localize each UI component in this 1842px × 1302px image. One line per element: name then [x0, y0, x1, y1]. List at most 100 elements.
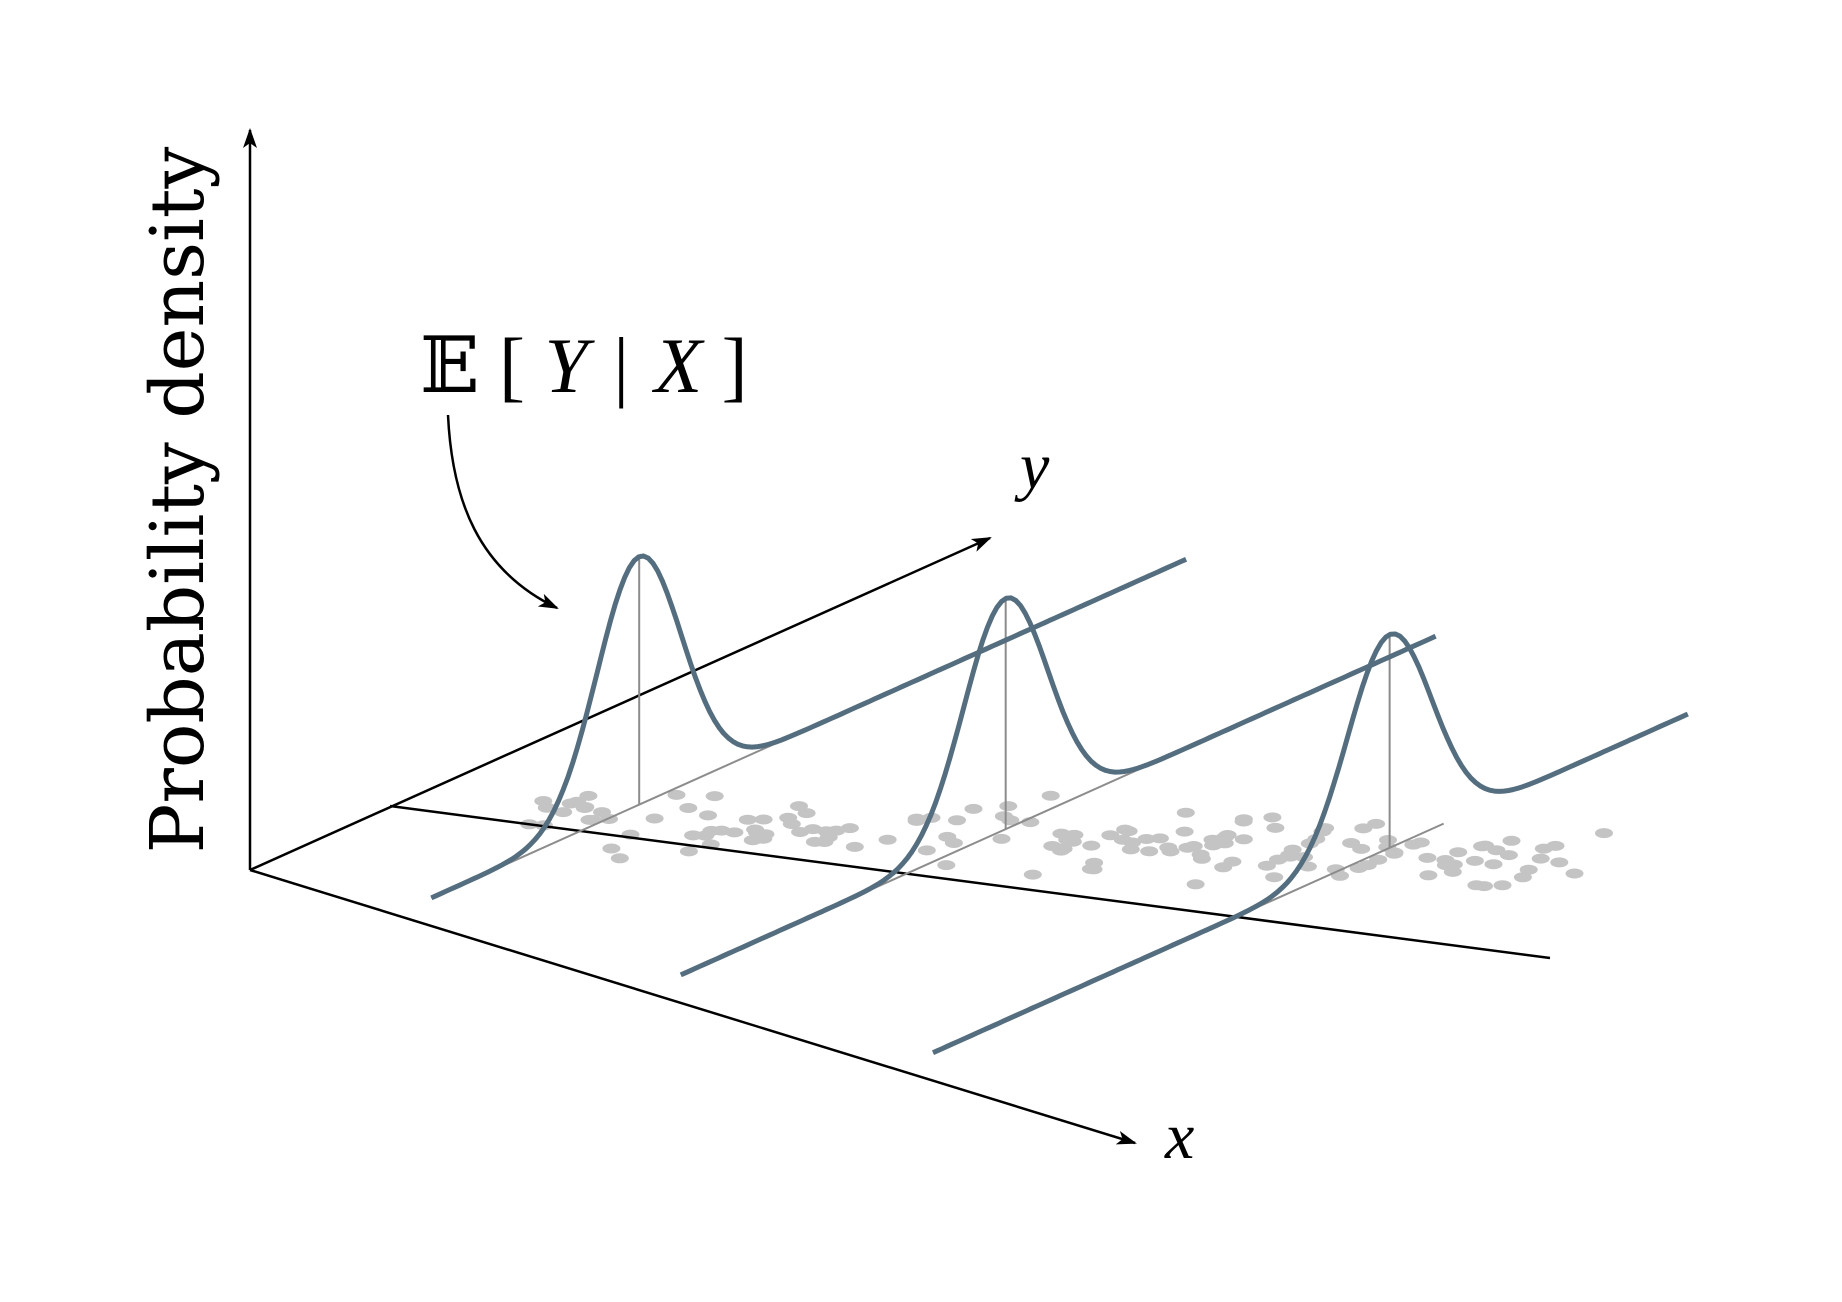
- scatter-point: [1150, 833, 1169, 844]
- scatter-point: [1266, 822, 1285, 833]
- scatter-point: [1161, 846, 1180, 857]
- scatter-point: [1404, 839, 1423, 850]
- scatter-point: [1063, 836, 1082, 847]
- scatter-point: [1084, 864, 1103, 875]
- scatter-point: [679, 846, 698, 857]
- scatter-point: [1123, 837, 1142, 848]
- scatter-point: [579, 790, 598, 801]
- scatter-point: [1484, 859, 1503, 870]
- scatter-point: [964, 803, 983, 814]
- conditional-bar: |: [613, 322, 629, 409]
- scatter-point: [1101, 830, 1120, 841]
- scatter-point: [819, 832, 838, 843]
- scatter-point: [602, 843, 621, 854]
- scatter-point: [554, 807, 573, 818]
- scatter-point: [593, 807, 611, 818]
- scatter-point: [917, 845, 936, 856]
- scatter-point: [1565, 868, 1584, 879]
- scatter-point: [937, 860, 956, 871]
- scatter-point: [738, 814, 757, 825]
- scatter-point: [1502, 835, 1521, 846]
- close-bracket: ]: [722, 322, 748, 409]
- scatter-point: [1449, 847, 1468, 858]
- scatter-point: [1465, 855, 1484, 866]
- scatter-point: [779, 812, 798, 823]
- scatter-point: [756, 829, 775, 840]
- scatter-point: [840, 823, 859, 834]
- scatter-point: [1331, 870, 1349, 881]
- scatter-point: [1379, 835, 1397, 845]
- scatter-point: [534, 796, 553, 806]
- scatter-point: [1176, 807, 1195, 818]
- y-variable: Y: [544, 322, 595, 409]
- scatter-point: [791, 827, 810, 837]
- y-axis-label: y: [1014, 430, 1050, 503]
- scatter-point: [938, 831, 957, 842]
- scatter-point: [1184, 841, 1203, 852]
- scatter-point: [1023, 869, 1042, 880]
- scatter-point: [583, 814, 602, 825]
- scatter-point: [1473, 841, 1492, 852]
- density-curve-1: [430, 553, 1188, 901]
- density-curves: [430, 553, 1689, 1055]
- scatter-point: [1546, 840, 1565, 851]
- scatter-point: [679, 803, 698, 813]
- axes: [243, 128, 1137, 1145]
- scatter-point: [1218, 830, 1237, 840]
- scatter-point: [1550, 857, 1569, 868]
- y-axis-line: [249, 536, 992, 872]
- scatter-point: [705, 791, 724, 802]
- scatter-point: [1263, 812, 1282, 823]
- conditional-expectation-label: 𝔼 [ Y | X ]: [420, 322, 748, 409]
- scatter-points: [520, 789, 1613, 892]
- scatter-point: [699, 810, 717, 821]
- regression-line: [389, 804, 1551, 960]
- scatter-point: [1082, 840, 1101, 851]
- scatter-point: [575, 803, 594, 813]
- scatter-point: [1358, 860, 1377, 871]
- scatter-point: [667, 789, 686, 800]
- scatter-point: [1519, 864, 1538, 875]
- scatter-point: [1499, 850, 1518, 861]
- scatter-point: [712, 825, 731, 836]
- scatter-point: [610, 853, 629, 864]
- x-variable: X: [651, 322, 705, 409]
- scatter-point: [1137, 834, 1156, 844]
- scatter-point: [1475, 881, 1493, 892]
- open-bracket: [: [499, 322, 525, 409]
- scatter-point: [948, 815, 966, 826]
- scatter-point: [999, 801, 1018, 812]
- scatter-point: [1186, 879, 1205, 890]
- density-curve-3: [931, 631, 1689, 1055]
- scatter-point: [790, 801, 808, 812]
- scatter-point: [878, 834, 897, 845]
- scatter-point: [992, 833, 1011, 844]
- scatter-point: [743, 835, 762, 846]
- scatter-point: [1192, 853, 1211, 864]
- scatter-point: [1234, 814, 1253, 825]
- vertical-axis-label: Probability density: [135, 146, 221, 853]
- scatter-point: [1493, 880, 1512, 891]
- annotation-arrow: [446, 414, 559, 610]
- x-axis-line: [249, 868, 1137, 1145]
- scatter-point: [1051, 843, 1070, 854]
- scatter-point: [1487, 845, 1506, 856]
- scatter-point: [845, 841, 864, 852]
- scatter-point: [1257, 860, 1276, 871]
- scatter-point: [1419, 870, 1438, 881]
- expectation-symbol: 𝔼: [420, 322, 479, 409]
- scatter-point: [1531, 853, 1550, 864]
- scatter-point: [1041, 790, 1060, 801]
- scatter-point: [1352, 843, 1371, 854]
- scatter-point: [1116, 824, 1135, 835]
- density-curve-2: [679, 595, 1437, 978]
- scatter-point: [1595, 828, 1613, 839]
- scatter-point: [1367, 818, 1386, 829]
- scatter-point: [1269, 854, 1287, 865]
- scatter-point: [1418, 852, 1437, 863]
- scatter-point: [1223, 856, 1242, 867]
- scatter-point: [907, 815, 926, 826]
- scatter-point: [1444, 859, 1463, 870]
- scatter-point: [1234, 834, 1253, 845]
